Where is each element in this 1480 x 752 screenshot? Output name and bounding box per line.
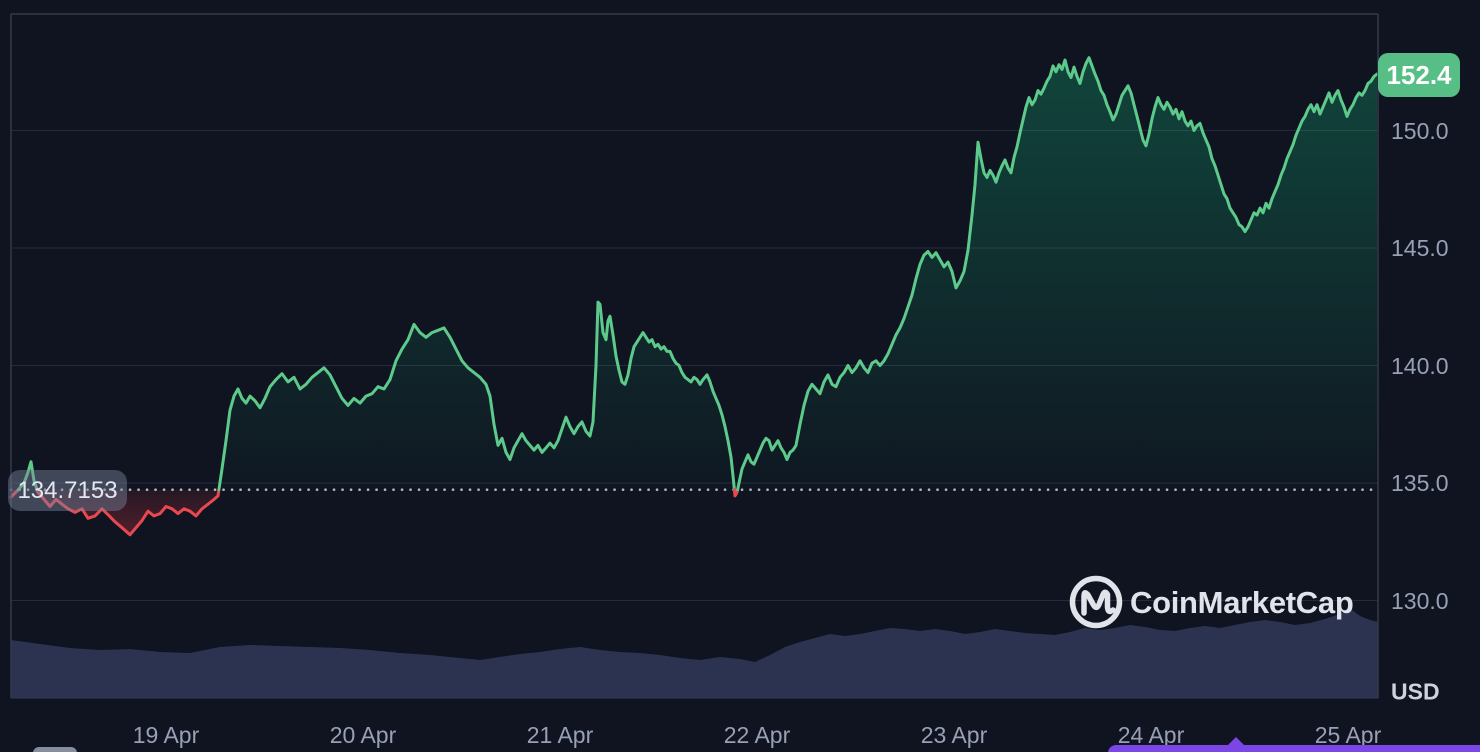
x-axis-tick-label: 21 Apr bbox=[526, 722, 594, 748]
x-axis-tick-label: 22 Apr bbox=[723, 722, 791, 748]
y-axis-tick-label: 130.0 bbox=[1391, 587, 1449, 614]
x-axis-tick-label: 19 Apr bbox=[132, 722, 200, 748]
y-axis-tick-label: 135.0 bbox=[1391, 470, 1449, 496]
coinmarketcap-watermark-text: CoinMarketCap bbox=[1130, 585, 1353, 620]
y-axis-tick-label: 150.0 bbox=[1391, 117, 1449, 144]
last-price-badge: 152.4 bbox=[1378, 53, 1460, 97]
last-price-value: 152.4 bbox=[1386, 59, 1452, 90]
price-area-down-2 bbox=[37, 489, 219, 535]
price-line-up-5 bbox=[736, 56, 1379, 492]
range-slider-handle-left[interactable] bbox=[33, 747, 77, 752]
baseline-price-tooltip: 134.7153 bbox=[8, 470, 127, 511]
range-slider-pointer-icon bbox=[1227, 737, 1245, 746]
coinmarketcap-logo-icon bbox=[1069, 575, 1123, 629]
price-area-up-5 bbox=[737, 57, 1377, 490]
x-axis-tick-label: 24 Apr bbox=[1117, 722, 1185, 748]
x-axis-tick-label: 20 Apr bbox=[329, 722, 397, 748]
y-axis-tick-label: 140.0 bbox=[1391, 352, 1449, 379]
range-slider-handle-bottom[interactable] bbox=[1108, 745, 1480, 752]
y-axis-unit-label: USD bbox=[1391, 678, 1440, 705]
price-line-up-3 bbox=[217, 300, 736, 492]
volume-area bbox=[11, 610, 1378, 698]
baseline-price-value: 134.7153 bbox=[17, 476, 118, 504]
y-axis-tick-label: 145.0 bbox=[1391, 235, 1449, 261]
price-area-up-3 bbox=[218, 302, 735, 490]
x-axis-tick-label: 23 Apr bbox=[920, 722, 988, 748]
coinmarketcap-watermark: CoinMarketCap bbox=[1069, 575, 1354, 629]
price-line-down-2 bbox=[35, 488, 221, 537]
price-line-up-1 bbox=[16, 460, 39, 492]
x-axis-tick-label: 25 Apr bbox=[1314, 722, 1382, 748]
